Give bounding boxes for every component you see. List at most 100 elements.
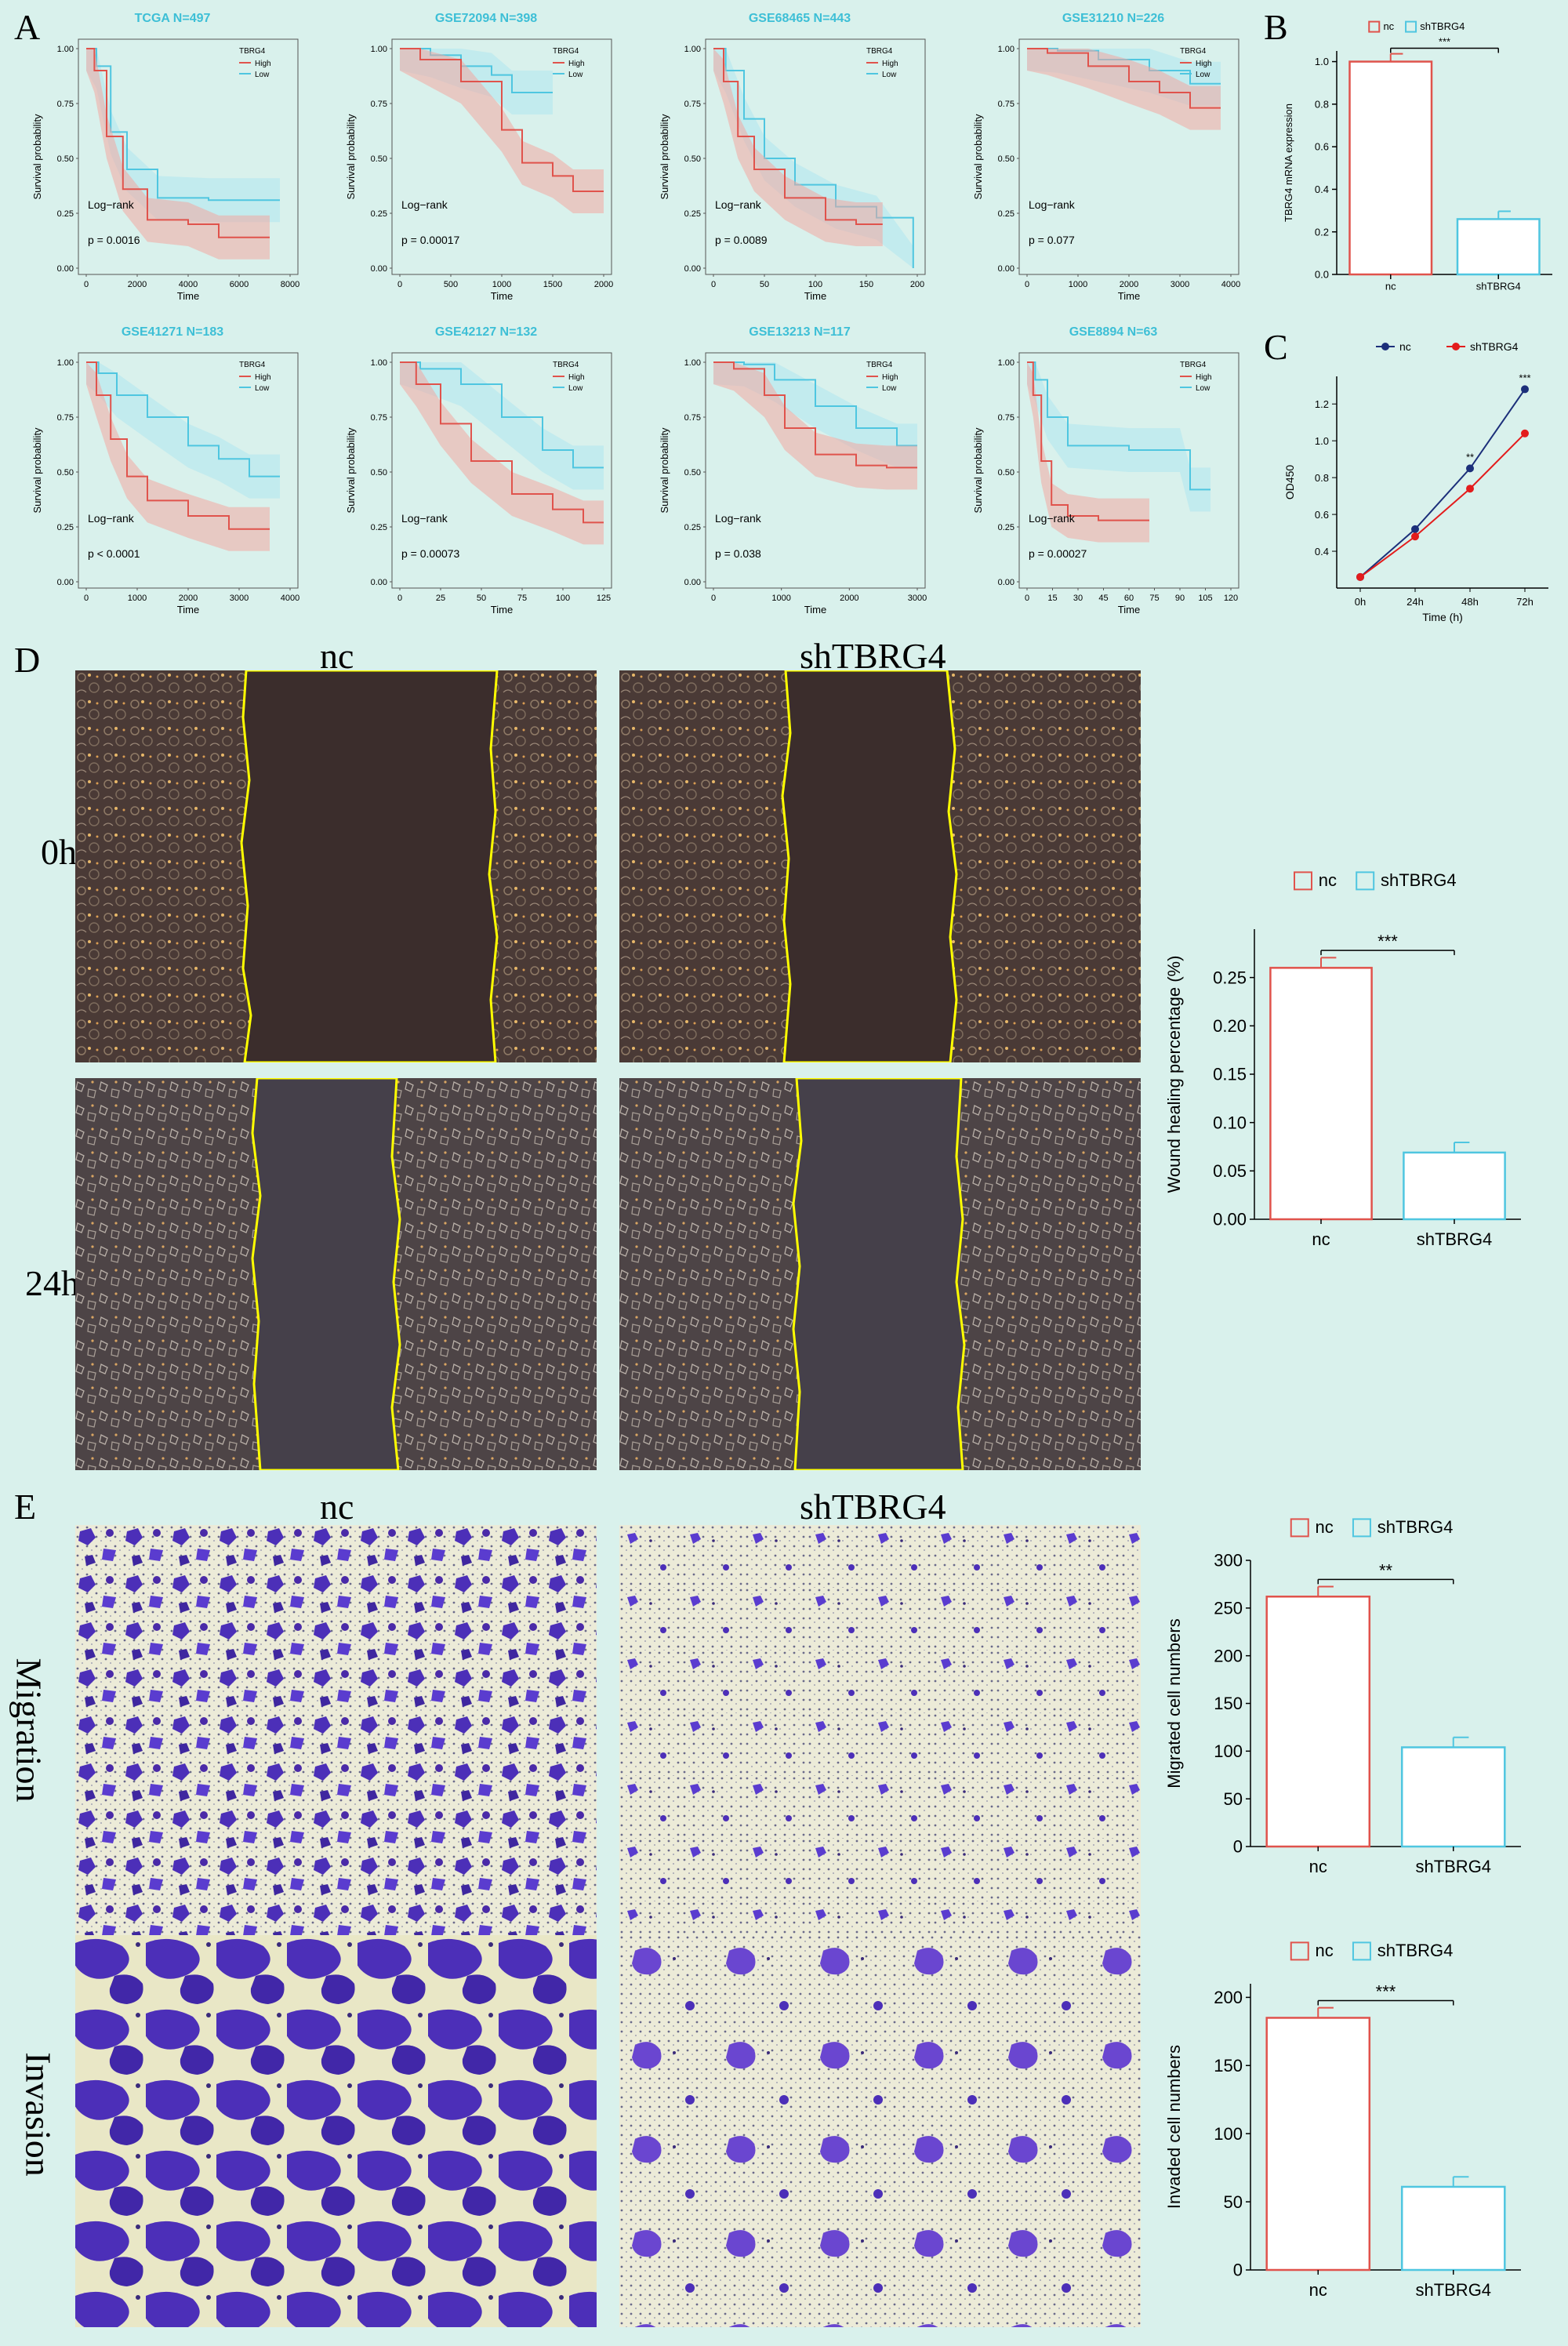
km-pvalue: p = 0.077 <box>1029 234 1075 246</box>
km-axes-frame <box>391 352 612 589</box>
km-legend-high: High <box>1196 60 1212 68</box>
km-ytick: 0.00 <box>684 264 701 274</box>
significance-stars: *** <box>1377 932 1398 951</box>
km-band-high <box>86 49 270 260</box>
km-xtick: 15 <box>1047 594 1057 603</box>
km-logrank-label: Log−rank <box>715 512 762 525</box>
km-ytick: 0.25 <box>684 523 701 532</box>
significance-stars: *** <box>1439 35 1450 47</box>
km-xlabel: Time <box>177 290 199 302</box>
km-xtick: 2000 <box>128 280 147 289</box>
km-xtick: 4000 <box>281 594 299 603</box>
panel-letter-a: A <box>14 7 41 47</box>
km-plot: GSE8894 N=63 Survival probability 0.00 0.25… <box>972 325 1240 616</box>
km-xtick: 100 <box>556 594 570 603</box>
y-tick-label: 0.2 <box>1315 226 1329 238</box>
km-legend-title: TBRG4 <box>553 47 579 56</box>
significance-stars: ** <box>1466 451 1474 463</box>
km-ytick: 0.50 <box>684 154 701 164</box>
km-curve-high <box>400 48 604 192</box>
km-legend-high: High <box>882 60 898 68</box>
km-ytick: 0.50 <box>371 154 387 164</box>
km-legend-low: Low <box>882 384 897 393</box>
legend-label-sh: shTBRG4 <box>1420 20 1465 32</box>
km-curve-high <box>86 48 270 238</box>
chart-b-mrna-expression: nc shTBRG4 0.0 0.2 0.4 0.6 0.8 1.0 TBRG4 mRNA ex… <box>1283 20 1552 292</box>
km-legend-low: Low <box>1196 71 1210 79</box>
km-legend-title: TBRG4 <box>866 361 893 369</box>
y-tick-label: 150 <box>1214 1694 1243 1713</box>
transwell-image-nc-invasion <box>75 1935 597 2327</box>
legend-swatch-nc <box>1290 1941 1309 1961</box>
y-tick-label: 0 <box>1233 2261 1243 2280</box>
km-ylabel: Survival probability <box>972 114 984 200</box>
km-xtick: 1500 <box>543 280 562 289</box>
km-ylabel: Survival probability <box>31 114 43 200</box>
km-xtick: 1000 <box>128 594 147 603</box>
km-plot: GSE72094 N=398 Survival probability 0.00 0.… <box>345 12 613 302</box>
km-xtick: 75 <box>517 594 527 603</box>
km-ytick: 1.00 <box>371 45 387 54</box>
y-tick-label: 0.8 <box>1315 472 1329 484</box>
km-ytick: 1.00 <box>998 358 1014 368</box>
km-title: GSE68465 N=443 <box>749 12 851 25</box>
km-ytick: 0.00 <box>684 578 701 587</box>
legend-label-sh: shTBRG4 <box>1381 870 1457 890</box>
x-tick-label: nc <box>1309 1857 1327 1876</box>
legend-label-sh: shTBRG4 <box>1377 1517 1454 1537</box>
km-xtick: 0 <box>397 280 402 289</box>
km-ytick: 0.50 <box>998 468 1014 478</box>
legend-label-sh: shTBRG4 <box>1377 1941 1454 1960</box>
d-label-nc: nc <box>320 636 354 676</box>
bar-shTBRG4 <box>1403 1151 1506 1221</box>
km-curve-low <box>1027 361 1210 491</box>
km-logrank-label: Log−rank <box>401 512 448 525</box>
km-ytick: 0.25 <box>998 209 1014 219</box>
km-ylabel: Survival probability <box>345 427 357 514</box>
y-tick-label: 0.4 <box>1315 546 1329 557</box>
transwell-image-sh-migration <box>619 1525 1141 1948</box>
km-xtick: 6000 <box>230 280 249 289</box>
d-label-0h: 0h <box>41 832 77 872</box>
km-legend-title: TBRG4 <box>239 361 266 369</box>
km-pvalue: p = 0.038 <box>715 547 761 560</box>
km-legend-title: TBRG4 <box>239 47 266 56</box>
legend-swatch-nc <box>1294 871 1312 891</box>
x-tick-label: shTBRG4 <box>1476 281 1521 292</box>
km-xtick: 30 <box>1073 594 1083 603</box>
km-logrank-label: Log−rank <box>88 512 135 525</box>
e-label-invasion: Invasion <box>18 2052 59 2177</box>
y-tick-label: 0.4 <box>1315 183 1329 195</box>
km-ytick: 1.00 <box>684 358 701 368</box>
km-curve-high <box>1027 48 1221 109</box>
x-axis-label: Time (h) <box>1422 611 1463 623</box>
y-tick-label: 100 <box>1214 1741 1243 1761</box>
panel-letter-c: C <box>1264 327 1288 367</box>
legend-marker-nc <box>1381 343 1389 350</box>
km-ytick: 1.00 <box>57 358 74 368</box>
km-logrank-label: Log−rank <box>401 198 448 211</box>
x-tick-label: nc <box>1385 281 1396 292</box>
panel-letter-b: B <box>1264 7 1288 47</box>
km-xtick: 50 <box>477 594 486 603</box>
x-tick-label: nc <box>1309 2280 1327 2300</box>
km-ytick: 1.00 <box>998 45 1014 54</box>
km-xtick: 2000 <box>594 280 613 289</box>
chart-e-invasion: nc shTBRG4 0 50 100 150 200 Invaded cell number… <box>1164 1941 1521 2300</box>
series-line-nc <box>1359 388 1526 578</box>
km-legend-high: High <box>255 60 271 68</box>
km-ytick: 0.50 <box>371 468 387 478</box>
y-tick-label: 50 <box>1224 2192 1243 2212</box>
y-tick-label: 0.8 <box>1315 98 1329 110</box>
y-tick-label: 300 <box>1214 1551 1243 1571</box>
bar-nc <box>1265 2017 1371 2272</box>
x-tick-label: nc <box>1312 1229 1330 1249</box>
km-legend-high: High <box>255 373 271 382</box>
y-axis-label: TBRG4 mRNA expression <box>1283 104 1294 222</box>
km-band-high <box>86 362 270 551</box>
y-tick-label: 200 <box>1214 1646 1243 1665</box>
legend-swatch-sh <box>1352 1941 1371 1961</box>
km-xtick: 8000 <box>281 280 299 289</box>
km-xlabel: Time <box>491 290 513 302</box>
km-xlabel: Time <box>1118 604 1140 616</box>
